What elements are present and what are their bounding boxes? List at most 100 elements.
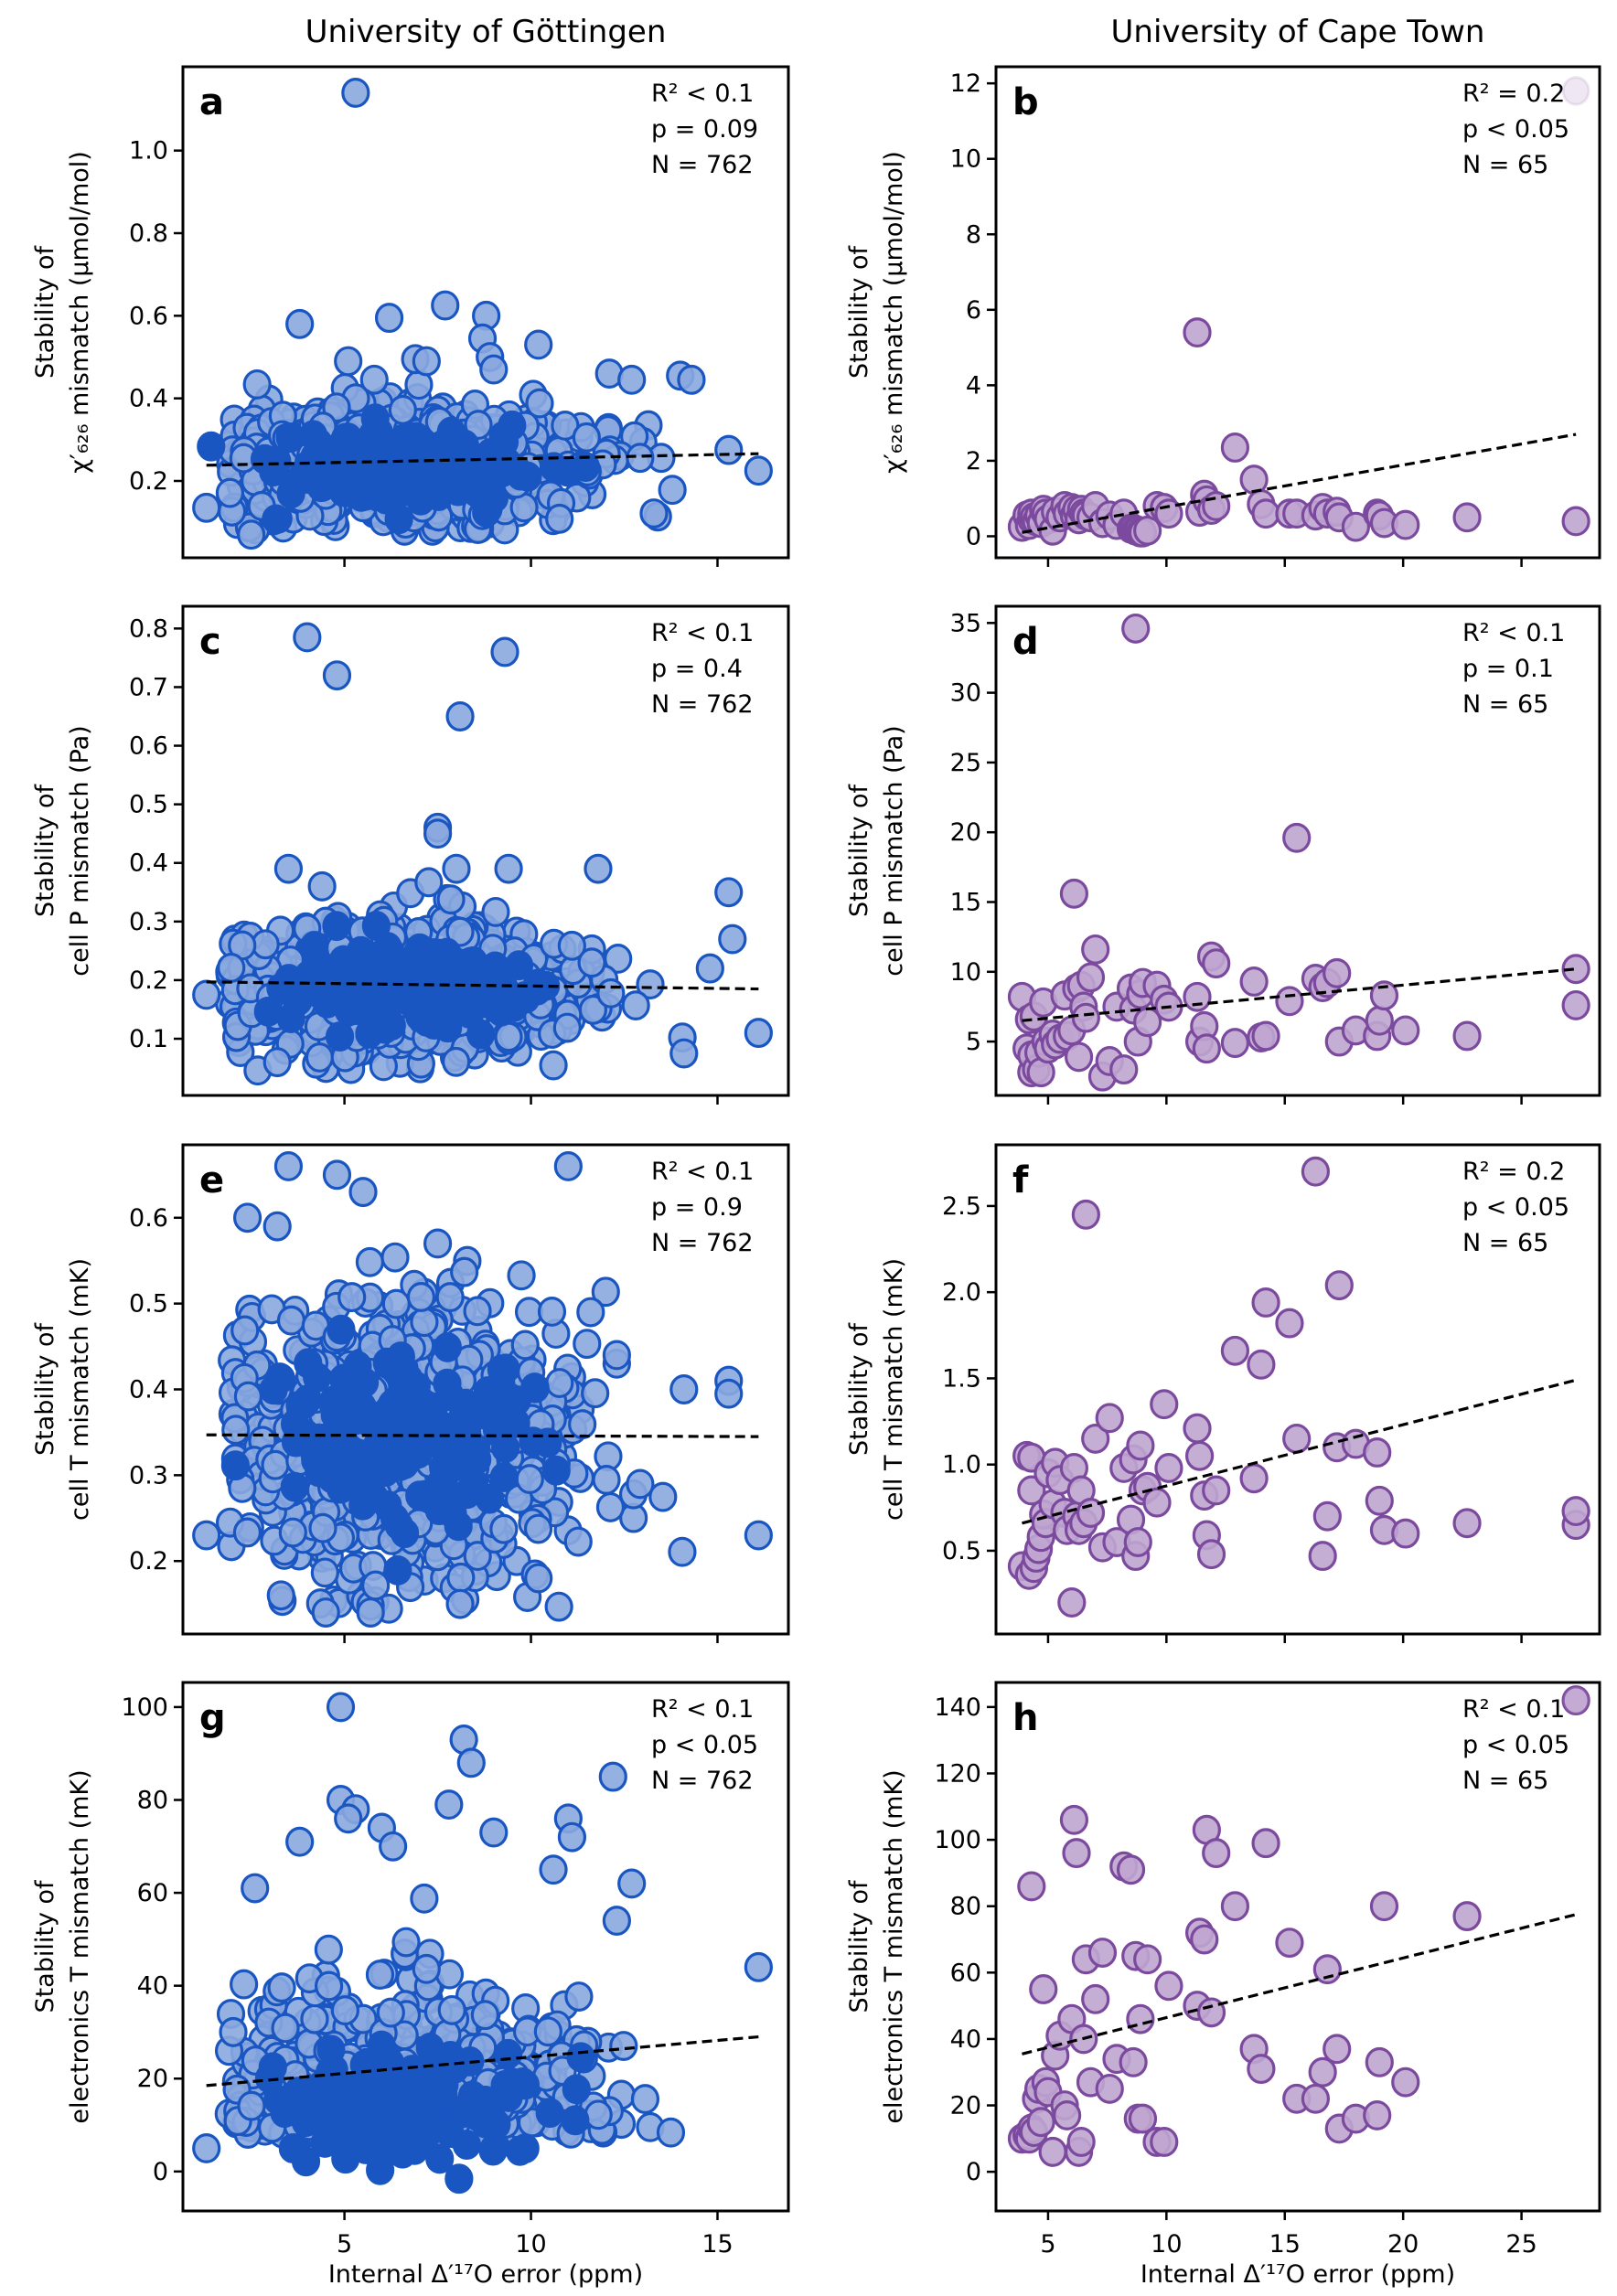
data-point [241, 1873, 270, 1904]
data-point [1391, 509, 1420, 540]
column-title-capetown: University of Cape Town [1111, 14, 1485, 50]
data-point [291, 2107, 320, 2138]
y-tick-label: 4 [966, 371, 981, 400]
data-point [564, 1981, 594, 2012]
data-point [1064, 1041, 1094, 1073]
data-point [636, 969, 665, 1000]
y-tick-label: 100 [121, 1693, 168, 1722]
y-axis-label: Stability of [845, 244, 873, 379]
stat-r2: R² < 0.1 [1462, 1695, 1565, 1724]
data-point [308, 1512, 337, 1543]
y-axis-label: Stability of [845, 783, 873, 917]
data-point [1308, 2056, 1337, 2088]
data-point [445, 1588, 475, 1619]
data-point [271, 2013, 300, 2044]
data-point [1133, 1944, 1162, 1975]
data-point [316, 2034, 346, 2066]
data-point [626, 1468, 655, 1500]
data-point [1154, 1970, 1183, 2002]
x-axis-label-right: Internal Δ′¹⁷O error (ppm) [1140, 2260, 1455, 2289]
data-point [383, 1554, 412, 1586]
data-point [294, 1348, 323, 1379]
data-point [379, 1831, 408, 1862]
data-point [1057, 1587, 1087, 1618]
data-point [1561, 1685, 1590, 1716]
data-point [192, 979, 221, 1010]
data-point [537, 1297, 567, 1327]
data-point [320, 2065, 350, 2096]
data-point [1071, 1002, 1100, 1033]
data-point [1561, 1685, 1590, 1715]
data-point [357, 1480, 386, 1511]
data-point [360, 403, 390, 434]
data-point [386, 1450, 415, 1481]
data-point [1239, 1463, 1269, 1494]
data-point [305, 1042, 335, 1073]
data-point [435, 2056, 465, 2087]
stat-r2: R² < 0.1 [651, 1695, 754, 1724]
y-axis-label: Stability of [845, 1879, 873, 2013]
stat-n: N = 762 [651, 690, 754, 719]
data-point [311, 1597, 340, 1628]
data-point [1095, 1403, 1124, 1434]
data-point [714, 434, 744, 465]
data-point [442, 1046, 471, 1077]
data-point [390, 1518, 420, 1549]
stat-n: N = 762 [651, 1229, 754, 1257]
data-point [1308, 1541, 1337, 1572]
data-point [658, 475, 687, 506]
stat-r2: R² < 0.1 [1462, 619, 1565, 647]
data-point [376, 1997, 405, 2028]
x-tick-label: 5 [337, 2230, 352, 2259]
y-tick-label: 0 [153, 2158, 168, 2186]
data-point [479, 483, 509, 514]
data-point [273, 1151, 304, 1181]
x-tick-label: 15 [701, 2230, 733, 2259]
data-point [525, 388, 554, 419]
panel-letter: b [1012, 81, 1039, 123]
data-point [572, 422, 601, 453]
stat-p: p = 0.09 [651, 115, 758, 144]
data-point [366, 2154, 395, 2185]
y-tick-label: 0 [966, 522, 981, 550]
panel-f: 0.5 1.0 1.5 2.0 2.5 f R² = 0.2 p < 0.05 N = 65 St… [845, 1143, 1601, 1643]
data-point [452, 983, 482, 1014]
panel-b: 0 2 4 6 8 10 12 b R² = 0.2 p < 0.05 N = 65 Stabilit… [845, 65, 1601, 567]
data-point [230, 1315, 260, 1346]
data-point [1251, 1828, 1280, 1859]
data-point [445, 701, 475, 732]
data-point [510, 2133, 540, 2163]
data-point [677, 364, 706, 395]
data-point [273, 853, 304, 884]
data-point [1282, 1423, 1312, 1454]
y-tick-label: 0.7 [129, 673, 168, 701]
data-point [251, 929, 280, 960]
y-tick-label: 0.2 [129, 467, 168, 496]
data-point [230, 1969, 259, 2000]
data-point [348, 1177, 378, 1208]
y-tick-label: 0.4 [129, 1376, 168, 1404]
data-point [341, 78, 370, 108]
data-point [412, 346, 441, 377]
data-point [744, 1520, 773, 1551]
data-point [568, 1409, 597, 1440]
data-point [262, 1047, 292, 1078]
y-tick-label: 40 [950, 2025, 981, 2054]
data-point [437, 1994, 466, 2025]
data-point [463, 462, 492, 493]
data-point [1126, 1430, 1155, 1461]
data-point [479, 1817, 509, 1848]
y-axis-label: electronics T mismatch (mK) [66, 1769, 94, 2123]
stat-p: p = 0.1 [1462, 655, 1554, 683]
data-point [217, 952, 246, 983]
stat-n: N = 762 [651, 151, 754, 179]
data-point [1341, 511, 1371, 542]
data-point [1369, 1891, 1399, 1922]
y-tick-label: 80 [137, 1787, 168, 1815]
data-point [1363, 2099, 1392, 2130]
y-tick-label: 0.2 [129, 1547, 168, 1575]
data-point [562, 2074, 591, 2105]
data-point [584, 853, 613, 884]
data-point [1323, 2034, 1352, 2065]
data-point [463, 1541, 492, 1572]
